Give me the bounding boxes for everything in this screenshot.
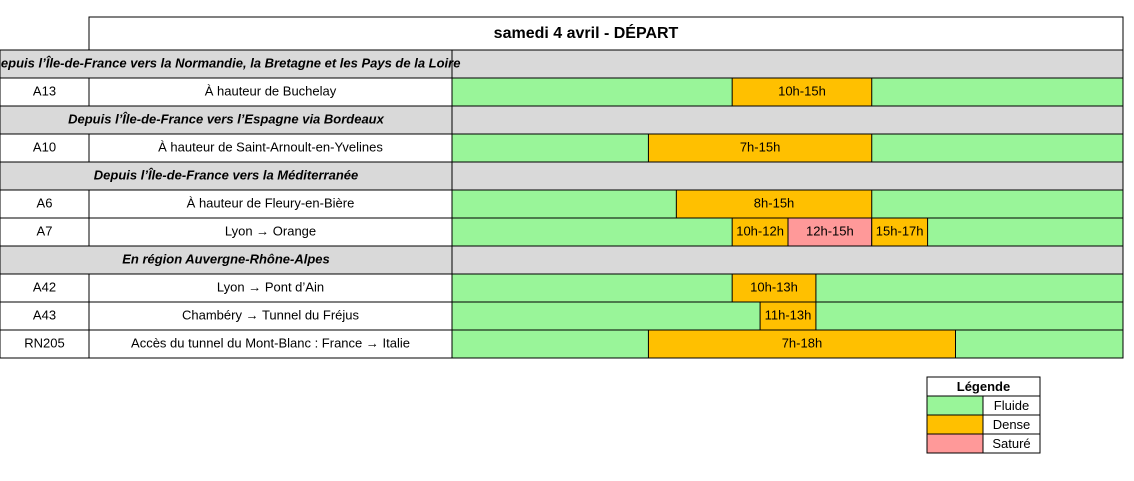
road: A6	[37, 195, 53, 210]
road: RN205	[24, 335, 64, 350]
legend-swatch	[926, 395, 984, 416]
segment	[675, 189, 873, 219]
segment	[871, 217, 929, 247]
segment-label: 12h-15h	[806, 223, 854, 238]
segment-label: 15h-17h	[876, 223, 924, 238]
road: A10	[33, 139, 56, 154]
section-bg	[0, 246, 1123, 274]
section-heading: Depuis l’Île-de-France vers l’Espagne vi…	[68, 111, 384, 126]
section-heading: En région Auvergne-Rhône-Alpes	[122, 251, 330, 266]
road: A13	[33, 83, 56, 98]
location: Accès du tunnel du Mont-Blanc : France →…	[131, 335, 410, 350]
road: A43	[33, 307, 56, 322]
section-bg	[0, 162, 1123, 190]
segment-label: 10h-12h	[736, 223, 784, 238]
segment-label: 10h-13h	[750, 279, 798, 294]
road: A7	[37, 223, 53, 238]
cell	[451, 329, 1124, 359]
legend-label: Fluide	[994, 398, 1029, 413]
segment-label: 7h-18h	[782, 335, 822, 350]
section-bg	[0, 106, 1123, 134]
segment-label: 7h-15h	[740, 139, 780, 154]
location: Lyon → Orange	[225, 223, 316, 238]
segment-label: 11h-13h	[765, 307, 812, 322]
legend-swatch	[926, 433, 984, 454]
location: Chambéry → Tunnel du Fréjus	[182, 307, 360, 322]
location: À hauteur de Fleury-en-Bière	[187, 195, 355, 210]
section-heading: Depuis l’Île-de-France vers la Normandie…	[0, 55, 460, 70]
segment-label: 8h-15h	[754, 195, 794, 210]
legend-label: Saturé	[992, 436, 1030, 451]
location: À hauteur de Saint-Arnoult-en-Yvelines	[158, 139, 383, 154]
location: Lyon → Pont d’Ain	[217, 279, 324, 294]
road: A42	[33, 279, 56, 294]
section-heading: Depuis l’Île-de-France vers la Méditerra…	[94, 167, 358, 182]
legend-cell	[982, 433, 1041, 454]
location: À hauteur de Buchelay	[205, 83, 337, 98]
segment	[731, 273, 817, 303]
title: samedi 4 avril - DÉPART	[494, 23, 679, 42]
section-bg	[0, 50, 1123, 78]
legend-label: Dense	[993, 417, 1031, 432]
segment-label: 10h-15h	[778, 83, 826, 98]
legend-title: Légende	[957, 379, 1010, 394]
legend-swatch	[926, 414, 984, 435]
segment	[787, 217, 873, 247]
